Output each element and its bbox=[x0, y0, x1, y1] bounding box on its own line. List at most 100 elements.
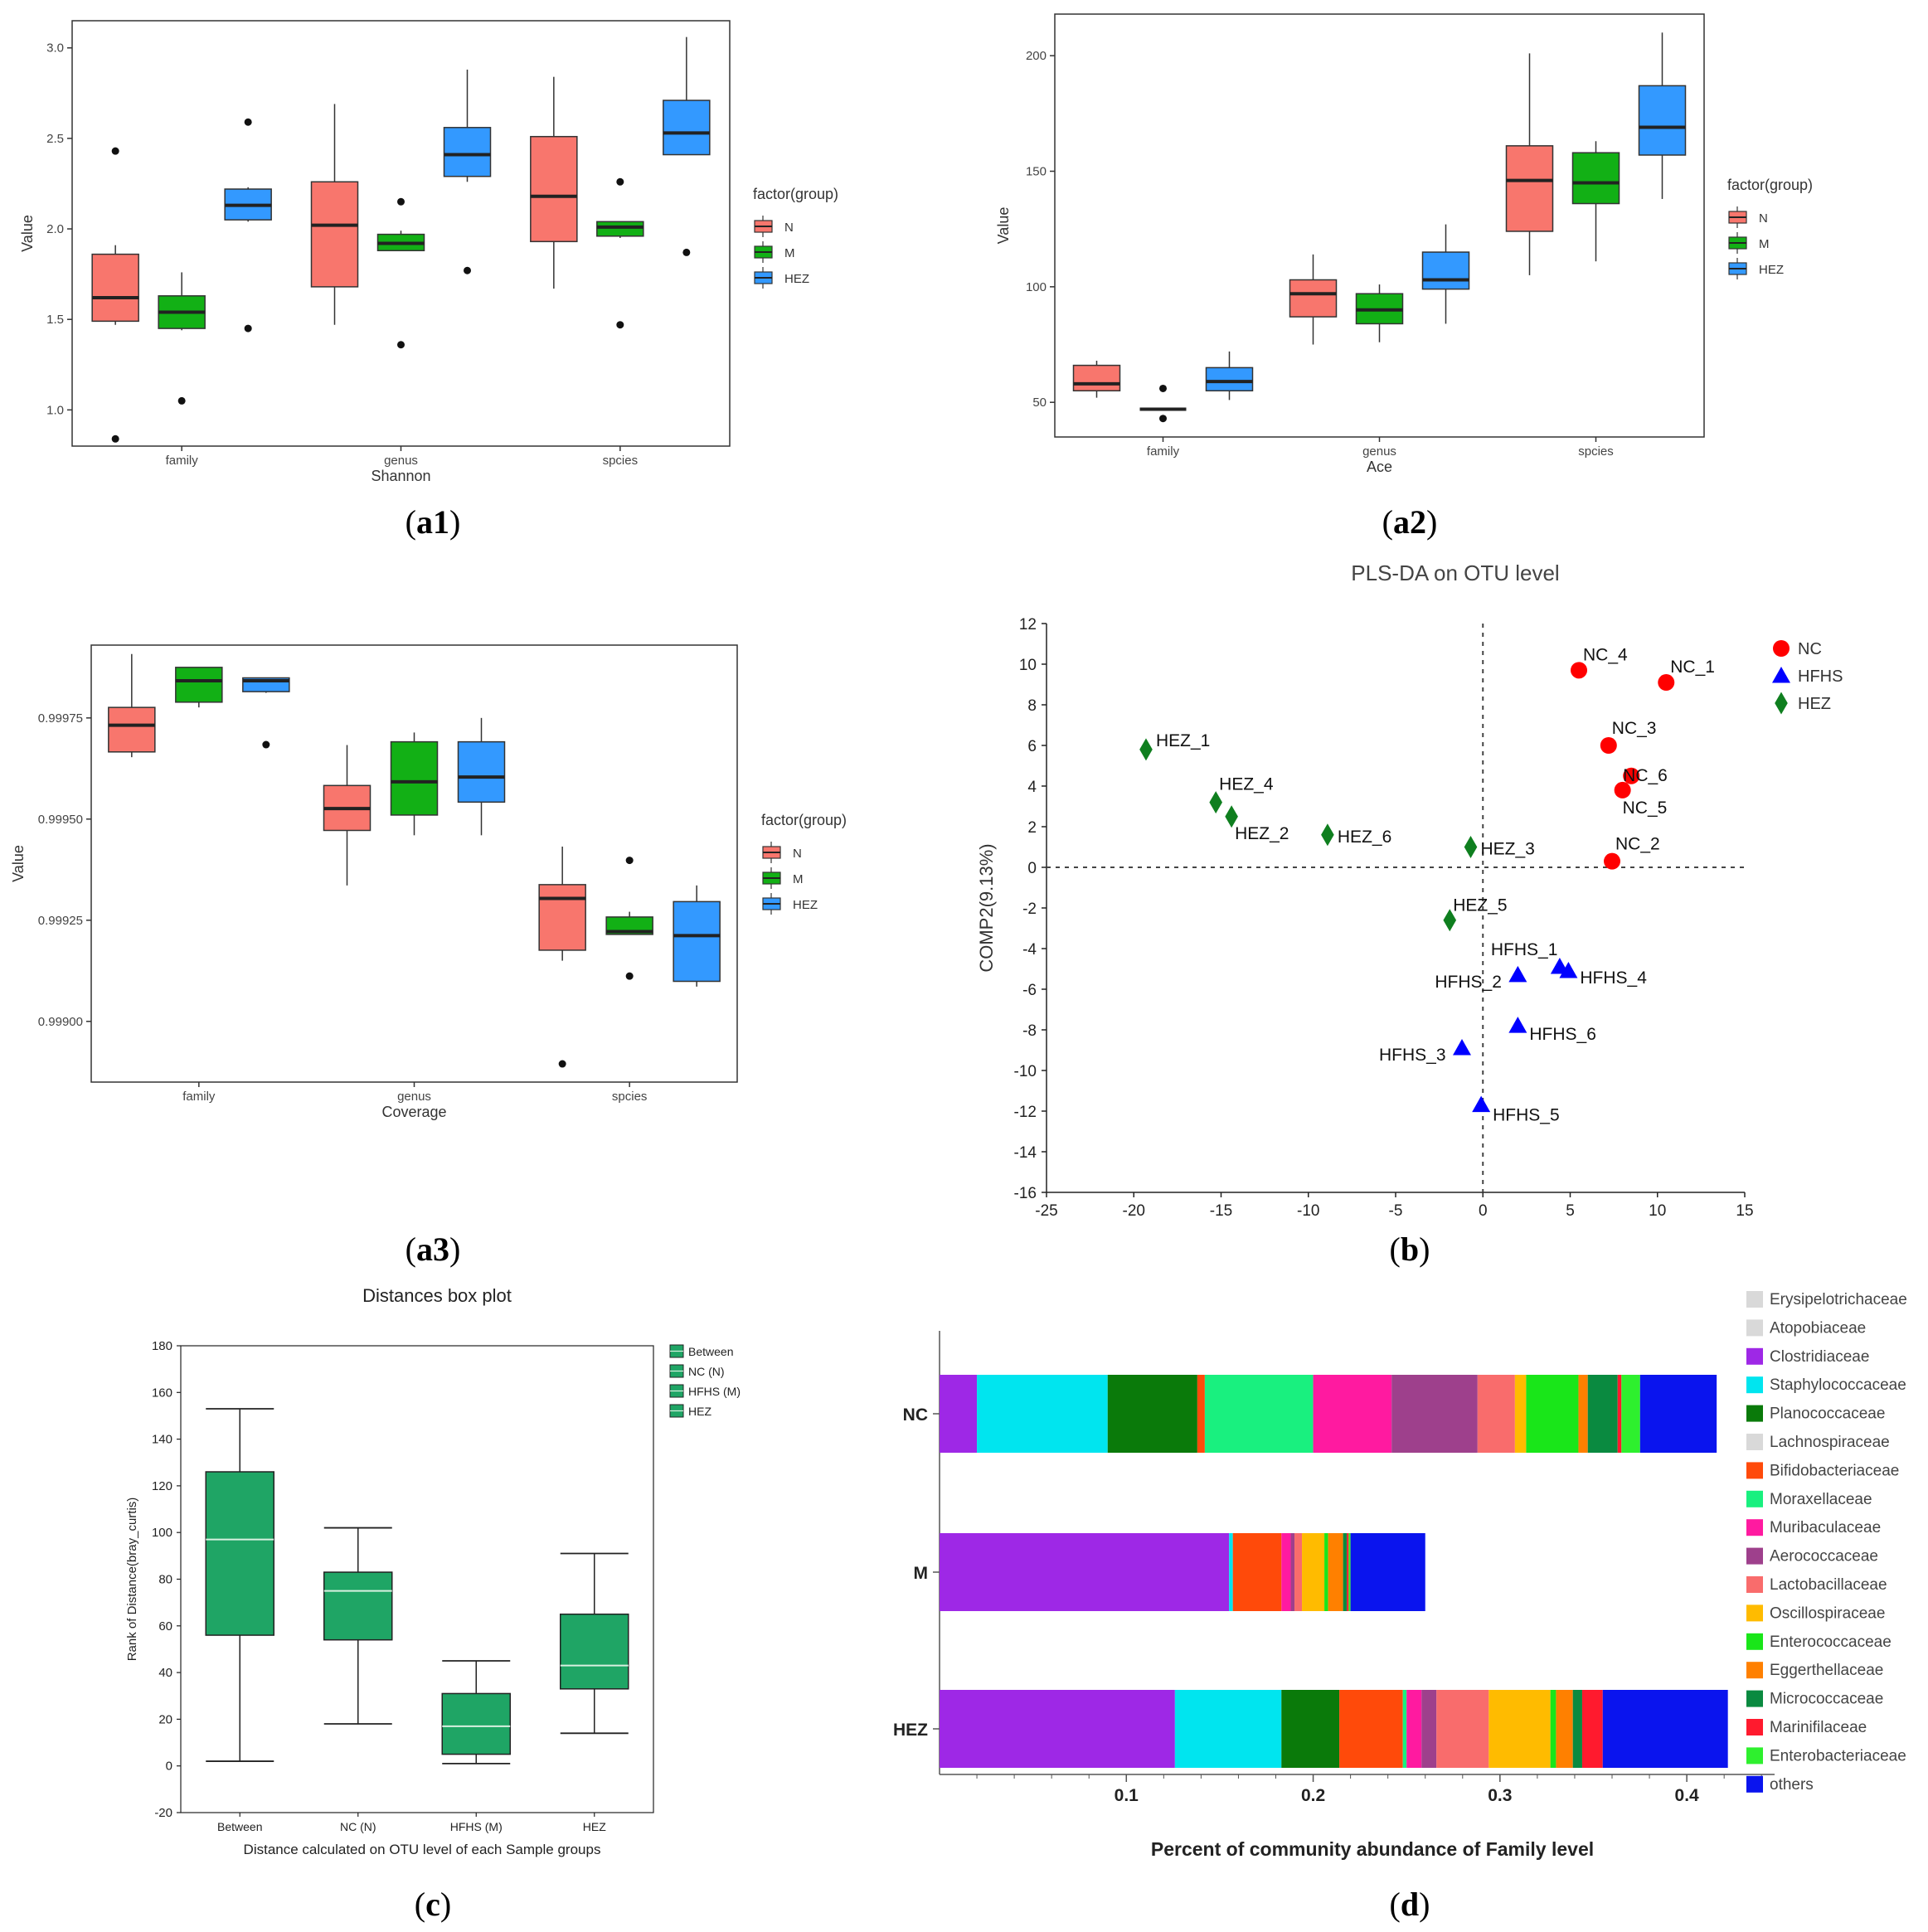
point-label: HFHS_1 bbox=[1491, 940, 1558, 959]
y-tick-label: 1.0 bbox=[46, 403, 64, 417]
box-N bbox=[310, 181, 359, 288]
panel-c: Distances box plot -20 0 20 40 60 80 100 120 140 1… bbox=[125, 1285, 741, 1857]
y-tick-label: 150 bbox=[1026, 165, 1047, 179]
y-tick-label: -14 bbox=[1014, 1144, 1037, 1162]
bar-segment-Enterobacteriaceae bbox=[1621, 1375, 1640, 1453]
legend-label-N: N bbox=[784, 221, 794, 235]
x-tick-label: spcies bbox=[603, 454, 639, 468]
legend-swatch-Micrococcaceae bbox=[1746, 1690, 1763, 1707]
bar-segment-Micrococcaceae bbox=[1572, 1690, 1582, 1768]
bar-segment-Clostridiaceae bbox=[940, 1690, 1175, 1768]
outlier-point bbox=[244, 324, 252, 333]
outlier-point bbox=[558, 1060, 566, 1068]
legend-label-others: others bbox=[1770, 1776, 1814, 1794]
x-tick-label: -20 bbox=[1123, 1202, 1145, 1220]
point-label: HFHS_3 bbox=[1379, 1046, 1446, 1065]
outlier-point bbox=[177, 396, 186, 405]
box-N bbox=[1289, 279, 1338, 318]
legend-label-Bifidobacteriaceae: Bifidobacteriaceae bbox=[1770, 1462, 1899, 1479]
y-tick-label: 140 bbox=[152, 1433, 172, 1447]
box-N bbox=[108, 706, 156, 753]
point-label: NC_3 bbox=[1612, 719, 1657, 738]
legend-swatch-Lactobacillaceae bbox=[1746, 1576, 1763, 1593]
legend-swatch-Moraxellaceae bbox=[1746, 1490, 1763, 1507]
outlier-point bbox=[111, 147, 119, 155]
point-label: NC_1 bbox=[1670, 658, 1715, 677]
bar-segment-Clostridiaceae bbox=[940, 1375, 978, 1453]
legend-label-M: M bbox=[784, 246, 795, 260]
legend-label-HEZ: HEZ bbox=[1798, 695, 1831, 713]
bar-segment-Marinifilaceae bbox=[1581, 1690, 1603, 1768]
point-HEZ_6 bbox=[1321, 823, 1334, 847]
legend-swatch-Oscillospiraceae bbox=[1746, 1604, 1763, 1622]
y-tick-label: 8 bbox=[1027, 697, 1037, 715]
bar-segment-Micrococcaceae bbox=[1587, 1375, 1618, 1453]
point-label: HEZ_6 bbox=[1338, 828, 1391, 847]
legend-label-NC: NC bbox=[1798, 640, 1822, 658]
box-HEZ bbox=[663, 100, 711, 156]
y-tick-label: 50 bbox=[1032, 396, 1047, 410]
point-label: NC_4 bbox=[1583, 645, 1628, 664]
legend-swatch-Muribaculaceae bbox=[1746, 1519, 1763, 1536]
legend-marker-HEZ bbox=[1775, 692, 1788, 715]
x-tick-label: spcies bbox=[612, 1090, 648, 1104]
point-label: NC_6 bbox=[1623, 766, 1668, 785]
legend-title: factor(group) bbox=[1727, 177, 1813, 193]
x-tick-label: genus bbox=[1362, 444, 1396, 459]
bar-segment-Bifidobacteriaceae bbox=[1232, 1533, 1282, 1611]
y-tick-label: 200 bbox=[1026, 49, 1047, 63]
plot-frame bbox=[90, 644, 738, 1083]
legend-swatch-Enterobacteriaceae bbox=[1746, 1747, 1763, 1765]
point-HFHS_6 bbox=[1508, 1017, 1527, 1033]
y-tick-label: -4 bbox=[1022, 941, 1037, 959]
x-axis-label: Coverage bbox=[381, 1104, 446, 1120]
box-M bbox=[175, 667, 223, 703]
bar-segment-Muribaculaceae bbox=[1281, 1533, 1291, 1611]
point-label: HFHS_6 bbox=[1529, 1025, 1596, 1044]
y-tick-label: 180 bbox=[152, 1339, 172, 1353]
box-HEZ bbox=[443, 127, 492, 177]
y-tick-label: 120 bbox=[152, 1479, 172, 1493]
y-tick-label: 6 bbox=[1027, 738, 1037, 755]
outlier-point bbox=[682, 248, 691, 256]
y-tick-label: 0 bbox=[166, 1760, 172, 1774]
legend-marker-NC bbox=[1773, 640, 1790, 657]
bar-segment-Aerococcaceae bbox=[1421, 1690, 1437, 1768]
legend-title: factor(group) bbox=[761, 812, 847, 828]
x-tick-label: Between bbox=[217, 1820, 262, 1833]
bar-segment-Staphylococcaceae bbox=[1229, 1533, 1233, 1611]
legend-label-Aerococcaceae: Aerococcaceae bbox=[1770, 1548, 1878, 1566]
bar-segment-Moraxellaceae bbox=[1204, 1375, 1314, 1453]
outlier-point bbox=[616, 321, 624, 329]
category-label-HEZ: HEZ bbox=[893, 1721, 928, 1740]
legend-label-N: N bbox=[1759, 211, 1768, 226]
x-tick-label: 0.1 bbox=[1115, 1786, 1139, 1805]
point-label: NC_2 bbox=[1615, 835, 1660, 854]
point-HEZ_3 bbox=[1464, 836, 1478, 858]
x-tick-label: 0.2 bbox=[1301, 1786, 1325, 1805]
legend-label-HEZ: HEZ bbox=[1759, 263, 1784, 277]
legend-label-HFHS: HFHS bbox=[1798, 667, 1843, 686]
y-tick-label: -12 bbox=[1014, 1104, 1037, 1121]
point-HEZ_5 bbox=[1443, 909, 1457, 932]
y-tick-label: 80 bbox=[158, 1573, 172, 1587]
box-M bbox=[596, 221, 644, 237]
legend-label-HEZ: HEZ bbox=[784, 272, 809, 286]
box-Between bbox=[205, 1471, 274, 1636]
bar-segment-Marinifilaceae bbox=[1617, 1375, 1622, 1453]
legend-label-M: M bbox=[1759, 237, 1770, 251]
bar-segment-Bifidobacteriaceae bbox=[1197, 1375, 1205, 1453]
box-HEZ bbox=[1421, 251, 1470, 290]
y-tick-label: 0.99925 bbox=[38, 914, 83, 928]
legend-label: Between bbox=[688, 1345, 733, 1358]
y-tick-label: 0.99975 bbox=[38, 711, 83, 726]
bar-segment-Enterobacteriaceae bbox=[1348, 1533, 1351, 1611]
point-label: HEZ_2 bbox=[1235, 824, 1289, 843]
legend-swatch-Atopobiaceae bbox=[1746, 1319, 1763, 1337]
legend-label: HFHS (M) bbox=[688, 1385, 741, 1398]
point-label: NC_5 bbox=[1623, 799, 1668, 818]
legend-swatch-Marinifilaceae bbox=[1746, 1719, 1763, 1735]
panel-d: NC M HEZ 0.1 0.2 0.3 0.4 Percent of community a… bbox=[893, 1291, 1907, 1860]
y-tick-label: 0 bbox=[1027, 860, 1037, 877]
box-N bbox=[1505, 145, 1554, 232]
